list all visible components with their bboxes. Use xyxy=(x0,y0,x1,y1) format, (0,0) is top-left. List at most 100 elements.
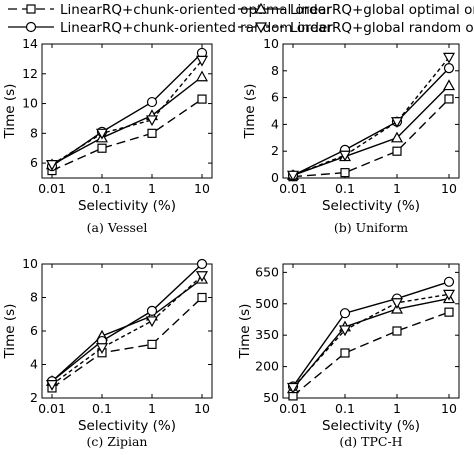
legend-label: LinearRQ+global optimal order xyxy=(290,2,474,18)
y-tick-label: 12 xyxy=(22,66,38,81)
data-point xyxy=(286,170,300,182)
legend-item-3: LinearRQ+chunk-oriented random order xyxy=(8,20,333,36)
data-point xyxy=(340,348,350,358)
y-tick-label: 6 xyxy=(271,90,279,105)
legend-item-1: LinearRQ+chunk-oriented optimal order xyxy=(8,2,332,18)
series-4 xyxy=(45,55,209,171)
y-tick-label: 650 xyxy=(255,264,279,279)
x-axis-label: Selectivity (%) xyxy=(322,198,420,214)
data-point xyxy=(390,117,404,128)
data-point xyxy=(95,343,109,354)
series-line xyxy=(292,67,450,176)
y-axis-label: Time (s) xyxy=(242,84,258,140)
data-point xyxy=(390,298,404,309)
series-1 xyxy=(288,307,454,401)
y-axis-label: Time (s) xyxy=(2,84,18,140)
panel-caption: (c) Zipian xyxy=(87,434,148,449)
y-tick-label: 10 xyxy=(22,96,38,111)
y-tick-label: 2 xyxy=(30,390,38,405)
data-point xyxy=(392,326,402,336)
series-line xyxy=(292,85,450,176)
legend: LinearRQ+chunk-oriented optimal orderLin… xyxy=(8,2,474,36)
chart-panel-1: 6 8 10 12 14 0.01 0.1 1 10 Selectivity (%) Time (s… xyxy=(2,36,213,235)
x-tick-label: 0.1 xyxy=(335,401,355,416)
series-2 xyxy=(45,272,209,386)
series-line xyxy=(51,296,203,389)
data-point xyxy=(95,128,109,140)
series-line xyxy=(51,278,203,382)
data-point xyxy=(146,305,158,316)
x-tick-label: 1 xyxy=(393,401,401,416)
legend-item-4: LinearRQ+global random order xyxy=(238,20,474,36)
panel-caption: (b) Uniform xyxy=(334,220,408,235)
y-tick-label: 4 xyxy=(271,116,279,131)
data-point xyxy=(147,339,157,349)
x-tick-label: 0.01 xyxy=(38,401,66,416)
data-point xyxy=(392,146,402,156)
y-tick-label: 6 xyxy=(30,155,38,170)
y-tick-label: 500 xyxy=(255,296,279,311)
y-tick-label: 8 xyxy=(30,125,38,140)
series-1 xyxy=(47,94,207,176)
x-tick-label: 10 xyxy=(441,401,457,416)
y-tick-label: 350 xyxy=(255,327,279,342)
x-tick-label: 1 xyxy=(393,181,401,196)
legend-label: LinearRQ+chunk-oriented optimal order xyxy=(60,2,332,18)
chart-panel-2: 0 2 4 6 8 10 0.01 0.1 1 10 Selectivity (%) Time (s)… xyxy=(242,36,460,235)
legend-item-2: LinearRQ+global optimal order xyxy=(238,2,474,18)
series-4 xyxy=(286,52,456,182)
panel-caption: (d) TPC-H xyxy=(339,434,402,449)
series-line xyxy=(51,263,203,382)
legend-label: LinearRQ+global random order xyxy=(290,20,474,36)
x-tick-label: 10 xyxy=(194,401,210,416)
legend-marker xyxy=(25,21,37,33)
series-2 xyxy=(286,79,456,180)
series-line xyxy=(292,98,450,178)
x-tick-label: 0.01 xyxy=(38,181,66,196)
y-tick-label: 10 xyxy=(22,256,38,271)
series-line xyxy=(51,275,203,386)
data-point xyxy=(45,160,59,171)
data-point xyxy=(444,94,454,104)
plot-frame xyxy=(41,43,213,179)
series-line xyxy=(292,56,450,176)
x-tick-label: 1 xyxy=(148,181,156,196)
series-2 xyxy=(45,70,209,170)
data-point xyxy=(195,271,209,282)
x-tick-label: 0.01 xyxy=(279,401,307,416)
y-tick-label: 8 xyxy=(271,63,279,78)
data-point xyxy=(443,63,455,74)
y-axis-label: Time (s) xyxy=(2,304,18,360)
x-tick-label: 0.1 xyxy=(92,401,112,416)
x-axis-label: Selectivity (%) xyxy=(78,418,176,434)
chart-panel-3: 2 4 6 8 10 0.01 0.1 1 10 Selectivity (%) Time (s) (… xyxy=(2,256,213,449)
legend-marker xyxy=(254,22,268,34)
data-point xyxy=(146,96,158,108)
y-tick-label: 200 xyxy=(255,359,279,374)
data-point xyxy=(147,128,157,138)
x-tick-label: 1 xyxy=(148,401,156,416)
data-point xyxy=(97,143,107,153)
series-line xyxy=(292,311,450,397)
x-tick-label: 0.1 xyxy=(335,181,355,196)
data-point xyxy=(195,70,209,82)
data-point xyxy=(442,79,456,91)
data-point xyxy=(197,292,207,303)
series-3 xyxy=(287,63,455,181)
legend-marker xyxy=(254,2,268,14)
y-axis-label: Time (s) xyxy=(237,304,253,360)
y-tick-label: 8 xyxy=(30,290,38,305)
series-line xyxy=(292,293,450,389)
data-point xyxy=(145,115,159,127)
series-3 xyxy=(46,258,208,387)
y-tick-label: 50 xyxy=(263,390,279,405)
data-point xyxy=(338,325,352,337)
x-tick-label: 10 xyxy=(194,181,210,196)
series-2 xyxy=(286,292,456,394)
y-tick-label: 2 xyxy=(271,143,279,158)
series-3 xyxy=(287,276,455,392)
series-1 xyxy=(47,292,207,393)
data-point xyxy=(45,380,59,391)
data-point xyxy=(442,289,456,301)
